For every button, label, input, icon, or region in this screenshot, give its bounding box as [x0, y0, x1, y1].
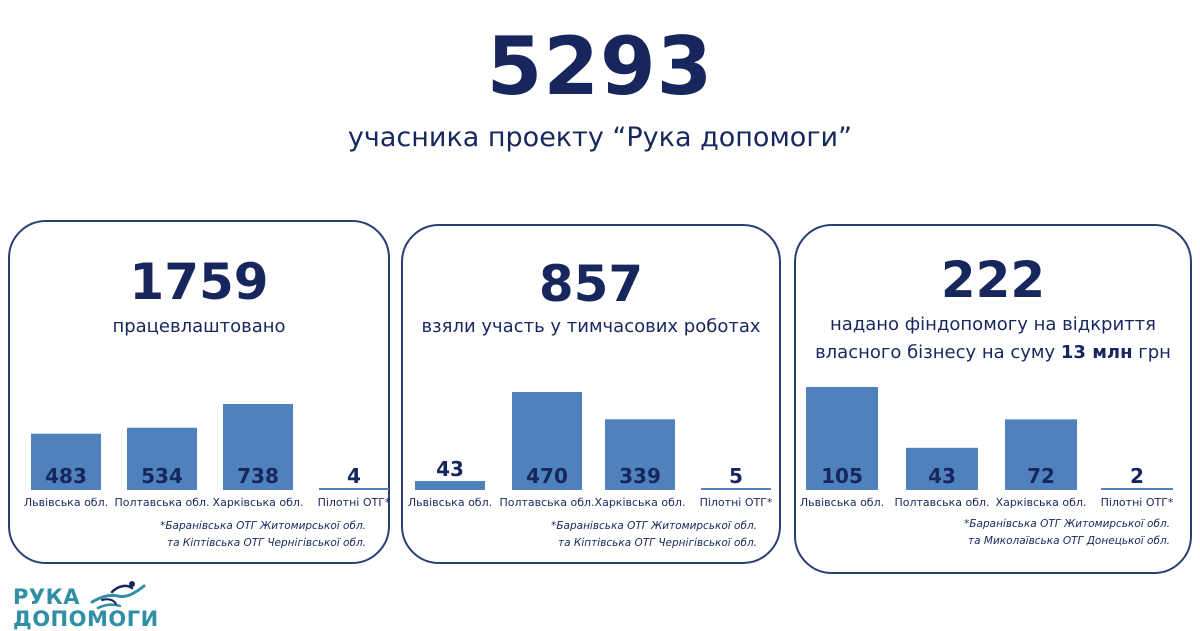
bar-value-label: 5 [729, 464, 743, 488]
logo-line1: РУКА [13, 585, 80, 609]
footnote-line: та Кіптівська ОТГ Чернігівської обл. [167, 537, 366, 549]
temporary-work-number: 857 [538, 255, 644, 313]
category-label: Полтавська обл. [499, 496, 594, 509]
business-grant-caption-line2: власного бізнесу на суму 13 млн грн [815, 342, 1171, 363]
business-grant-footnote: *Баранівська ОТГ Житомирської обл. та Ми… [964, 516, 1170, 550]
bar [605, 419, 675, 490]
category-label: Харківська обл. [213, 496, 304, 509]
bar [512, 392, 582, 490]
bar [1005, 419, 1077, 490]
category-label: Пілотні ОТГ* [700, 496, 773, 509]
bar-value-label: 105 [821, 464, 863, 488]
total-participants-caption: учасника проекту “Рука допомоги” [347, 122, 853, 153]
business-grant-caption: надано фіндопомогу на відкриття власного… [796, 311, 1190, 367]
bar [223, 404, 293, 490]
business-grant-number: 222 [940, 251, 1046, 309]
handshake-icon [90, 581, 146, 610]
employed-card: 1759 працевлаштовано 483 Львівська обл. 53… [8, 220, 391, 564]
total-participants-number: 5293 [486, 20, 714, 113]
bar [415, 481, 485, 490]
grant-amount: 13 млн [1060, 342, 1133, 363]
temporary-work-caption: взяли участь у тимчасових роботах [421, 316, 761, 337]
bar-value-label: 738 [237, 464, 279, 488]
category-label: Полтавська обл. [114, 496, 209, 509]
logo-line2: ДОПОМОГИ [13, 607, 159, 631]
business-grant-caption-line1: надано фіндопомогу на відкриття [830, 314, 1156, 335]
category-label: Харківська обл. [996, 496, 1087, 509]
category-label: Львівська обл. [408, 496, 492, 509]
bar-value-label: 483 [45, 464, 87, 488]
bar-value-label: 43 [928, 464, 956, 488]
temporary-work-card: 857 взяли участь у тимчасових роботах 43… [401, 224, 781, 564]
employed-bar-chart: 483 Львівська обл. 534 Полтавська обл. 738 Ха… [24, 404, 391, 509]
footnote-line: *Баранівська ОТГ Житомирської обл. [160, 520, 366, 532]
bar [806, 387, 878, 490]
bar-value-label: 339 [619, 464, 661, 488]
footnote-line: та Кіптівська ОТГ Чернігівської обл. [558, 537, 757, 549]
category-label: Пілотні ОТГ* [1101, 496, 1174, 509]
category-label: Львівська обл. [800, 496, 884, 509]
bar-value-label: 470 [526, 464, 568, 488]
business-grant-bar-chart: 105 Львівська обл. 43 Полтавська обл. 72 Харк… [800, 387, 1174, 509]
category-label: Пілотні ОТГ* [318, 496, 391, 509]
footnote-line: *Баранівська ОТГ Житомирської обл. [964, 518, 1170, 530]
employed-number: 1759 [129, 253, 269, 311]
bar [1101, 488, 1173, 490]
temporary-work-footnote: *Баранівська ОТГ Житомирської обл. та Кі… [551, 518, 757, 552]
footnote-line: *Баранівська ОТГ Житомирської обл. [551, 520, 757, 532]
bar-value-label: 534 [141, 464, 183, 488]
category-label: Львівська обл. [24, 496, 108, 509]
bar [319, 488, 389, 490]
bar [701, 488, 771, 490]
bar-value-label: 43 [436, 457, 464, 481]
bar-value-label: 72 [1027, 464, 1055, 488]
bar-value-label: 2 [1130, 464, 1144, 488]
category-label: Харківська обл. [595, 496, 686, 509]
bar [906, 447, 978, 490]
business-grant-card: 222 надано фіндопомогу на відкриття влас… [794, 224, 1192, 574]
category-label: Полтавська обл. [894, 496, 989, 509]
bar-value-label: 4 [347, 464, 361, 488]
footnote-line: та Миколаївська ОТГ Донецької обл. [968, 535, 1170, 547]
employed-caption: працевлаштовано [112, 316, 286, 337]
ruka-dopomohy-logo: РУКА ДОПОМОГИ [13, 586, 159, 630]
employed-footnote: *Баранівська ОТГ Житомирської обл. та Кі… [160, 518, 366, 552]
bar [127, 427, 197, 490]
bar [31, 433, 101, 490]
temporary-work-bar-chart: 43 Львівська обл. 470 Полтавська обл. 339 Хар… [408, 392, 773, 509]
